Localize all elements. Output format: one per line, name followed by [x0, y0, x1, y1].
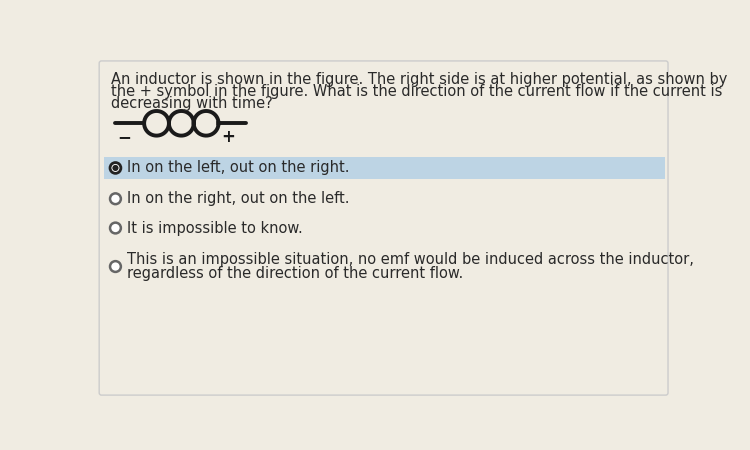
Text: In on the left, out on the right.: In on the left, out on the right.: [127, 161, 350, 176]
Text: the + symbol in the figure. What is the direction of the current flow if the cur: the + symbol in the figure. What is the …: [111, 84, 722, 99]
FancyBboxPatch shape: [99, 61, 668, 395]
Circle shape: [110, 261, 121, 272]
Text: +: +: [222, 128, 236, 146]
Text: In on the right, out on the left.: In on the right, out on the left.: [127, 191, 350, 206]
Text: regardless of the direction of the current flow.: regardless of the direction of the curre…: [127, 266, 463, 281]
Text: It is impossible to know.: It is impossible to know.: [127, 220, 303, 235]
Text: −: −: [117, 128, 130, 146]
Circle shape: [110, 223, 121, 234]
Circle shape: [112, 165, 118, 171]
Text: decreasing with time?: decreasing with time?: [111, 96, 272, 111]
Text: This is an impossible situation, no emf would be induced across the inductor,: This is an impossible situation, no emf …: [127, 252, 694, 267]
Circle shape: [110, 194, 121, 204]
Text: An inductor is shown in the figure. The right side is at higher potential, as sh: An inductor is shown in the figure. The …: [111, 72, 728, 87]
Bar: [104, 157, 665, 179]
Circle shape: [110, 162, 121, 173]
